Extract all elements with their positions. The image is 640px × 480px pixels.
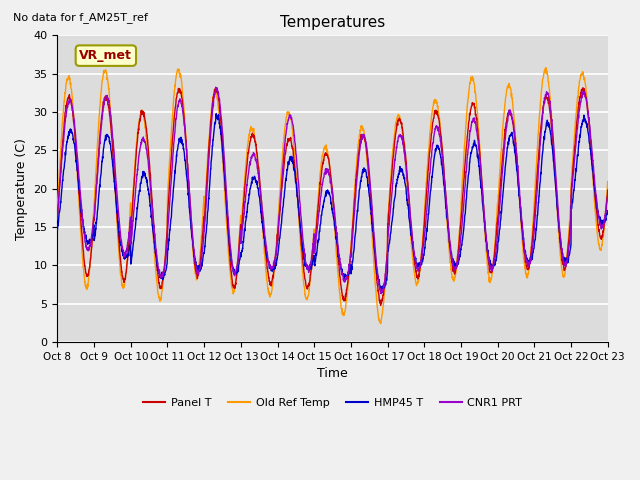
Text: VR_met: VR_met [79,49,132,62]
Title: Temperatures: Temperatures [280,15,385,30]
Legend: Panel T, Old Ref Temp, HMP45 T, CNR1 PRT: Panel T, Old Ref Temp, HMP45 T, CNR1 PRT [138,394,527,412]
Y-axis label: Temperature (C): Temperature (C) [15,138,28,240]
X-axis label: Time: Time [317,367,348,380]
Text: No data for f_AM25T_ref: No data for f_AM25T_ref [13,12,148,23]
